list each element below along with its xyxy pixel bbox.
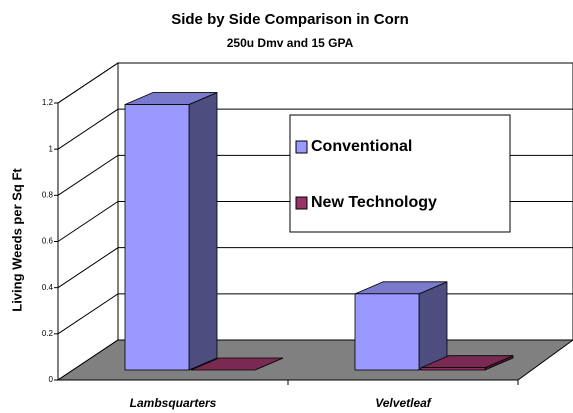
bar-side [188,91,218,371]
y-tick-label: 0.4 [42,283,54,292]
grid-line [57,108,573,150]
bar-side [418,281,448,371]
bar [354,293,420,371]
grid-line [57,247,573,289]
chart-title: Side by Side Comparison in Corn [171,11,409,28]
x-tick-label: Lambsquarters [130,396,217,410]
y-tick-label: 0.8 [42,190,54,199]
chart-subtitle: 250u Dmv and 15 GPA [227,36,354,50]
x-tick-label: Velvetleaf [375,396,432,410]
y-tick-label: 1 [49,144,54,153]
bar [124,104,190,371]
grid-line [57,62,573,104]
bar-top [190,357,284,371]
y-tick-label: 1.2 [42,98,54,107]
y-axis-label: Living Weeds per Sq Ft [9,168,24,312]
bar [420,367,486,371]
y-tick-label: 0.6 [42,237,54,246]
y-tick-label: 0.2 [42,329,54,338]
y-tick-label: 0 [49,375,54,384]
legend-swatch [295,140,308,154]
legend-label: Conventional [311,138,412,155]
legend [289,114,511,233]
legend-swatch [295,196,308,210]
legend-label: New Technology [311,194,437,211]
